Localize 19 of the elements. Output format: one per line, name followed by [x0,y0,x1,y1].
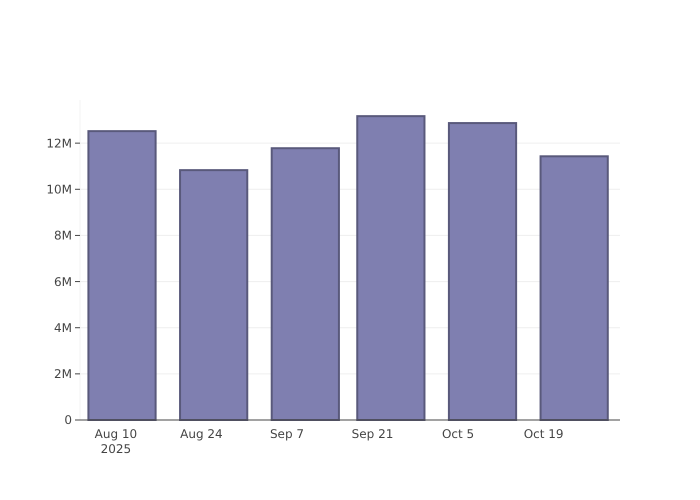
y-tick-label: 10M [46,182,72,196]
bar [179,169,248,421]
bar [87,130,157,421]
bar [448,122,518,421]
y-tick-label: 12M [46,136,72,150]
y-tick-label: 0 [64,413,72,428]
y-tick-label: 6M [54,274,72,289]
x-tick-label: Sep 21 [352,427,394,442]
x-tick-label: Oct 5 [442,427,474,442]
bar [356,115,426,421]
x-tick-label: Oct 19 [524,427,564,442]
x-tick-label: Aug 24 [180,427,223,442]
y-tick-label: 8M [54,228,72,243]
y-tick-label: 4M [54,320,72,335]
x-tick-label: Aug 10 2025 [94,427,138,456]
bar [270,147,340,421]
bar [540,155,609,421]
y-tick-label: 2M [54,367,72,382]
x-tick-label: Sep 7 [270,427,304,442]
